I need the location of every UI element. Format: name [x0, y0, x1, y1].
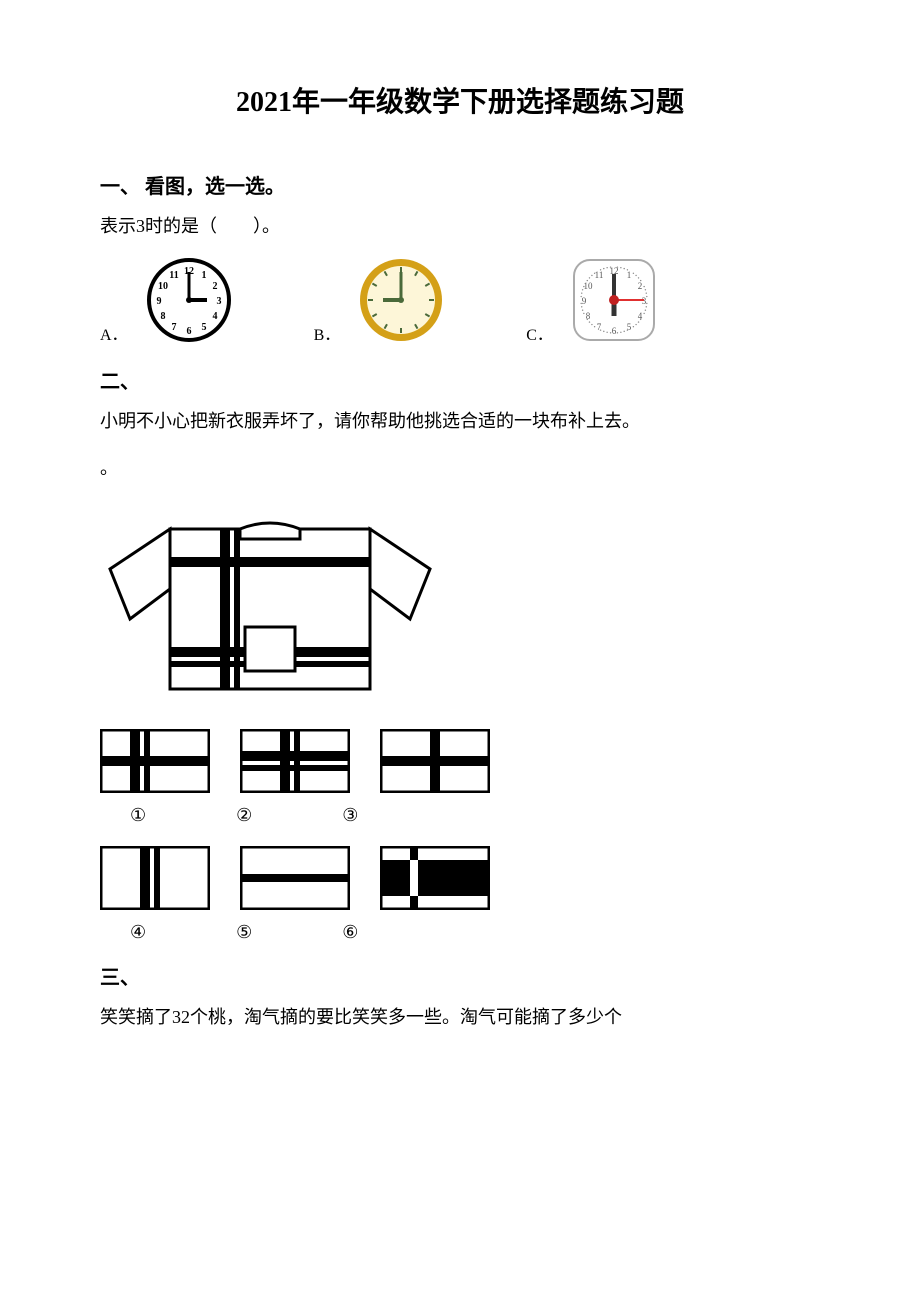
svg-text:9: 9: [582, 296, 587, 306]
patch-5-icon: [240, 846, 350, 910]
option-c-label: C．: [526, 321, 553, 345]
label-6: ⑥: [342, 922, 358, 943]
option-b-label: B．: [314, 321, 341, 345]
svg-text:11: 11: [595, 270, 604, 280]
svg-text:6: 6: [186, 326, 191, 337]
svg-text:5: 5: [201, 322, 206, 333]
svg-text:1: 1: [627, 270, 632, 280]
label-4: ④: [130, 922, 146, 943]
svg-text:7: 7: [171, 322, 176, 333]
patch-3-icon: [380, 729, 490, 793]
clock-b-icon: [356, 255, 446, 345]
svg-text:6: 6: [612, 326, 617, 336]
page-title: 2021年一年级数学下册选择题练习题: [100, 80, 820, 120]
clock-c-icon: 121234567891011: [569, 255, 659, 345]
patch-labels-1: ① ② ③: [130, 805, 820, 826]
label-3: ③: [342, 805, 358, 826]
label-1: ①: [130, 805, 146, 826]
svg-text:10: 10: [583, 281, 593, 291]
clock-options-row: A． 121234567891011 B． C． 121234567891011: [100, 255, 820, 345]
q1-text: 表示3时的是（ ）。: [100, 207, 820, 247]
section-1-heading: 一、 看图，选一选。: [100, 170, 820, 199]
patch-1-icon: [100, 729, 210, 793]
svg-text:11: 11: [169, 270, 178, 281]
q2-period: 。: [100, 449, 820, 489]
svg-text:4: 4: [212, 311, 217, 322]
shirt-figure: [100, 509, 820, 709]
q2-text: 小明不小心把新衣服弄坏了，请你帮助他挑选合适的一块布补上去。: [100, 402, 820, 442]
q3-text: 笑笑摘了32个桃，淘气摘的要比笑笑多一些。淘气可能摘了多少个: [100, 998, 820, 1038]
svg-text:8: 8: [160, 311, 165, 322]
svg-text:8: 8: [586, 311, 591, 321]
svg-text:10: 10: [158, 281, 168, 292]
patch-row-2: [100, 846, 820, 910]
patch-2-icon: [240, 729, 350, 793]
section-3-heading: 三、: [100, 961, 820, 990]
label-5: ⑤: [236, 922, 252, 943]
svg-text:2: 2: [638, 281, 643, 291]
svg-text:1: 1: [201, 270, 206, 281]
clock-a-icon: 121234567891011: [144, 255, 234, 345]
section-2-heading: 二、: [100, 365, 820, 394]
svg-text:9: 9: [156, 296, 161, 307]
label-2: ②: [236, 805, 252, 826]
patch-labels-2: ④ ⑤ ⑥: [130, 922, 820, 943]
svg-text:2: 2: [212, 281, 217, 292]
patch-row-1: [100, 729, 820, 793]
patch-6-icon: [380, 846, 490, 910]
svg-text:3: 3: [216, 296, 221, 307]
option-a-label: A．: [100, 321, 128, 345]
patch-4-icon: [100, 846, 210, 910]
